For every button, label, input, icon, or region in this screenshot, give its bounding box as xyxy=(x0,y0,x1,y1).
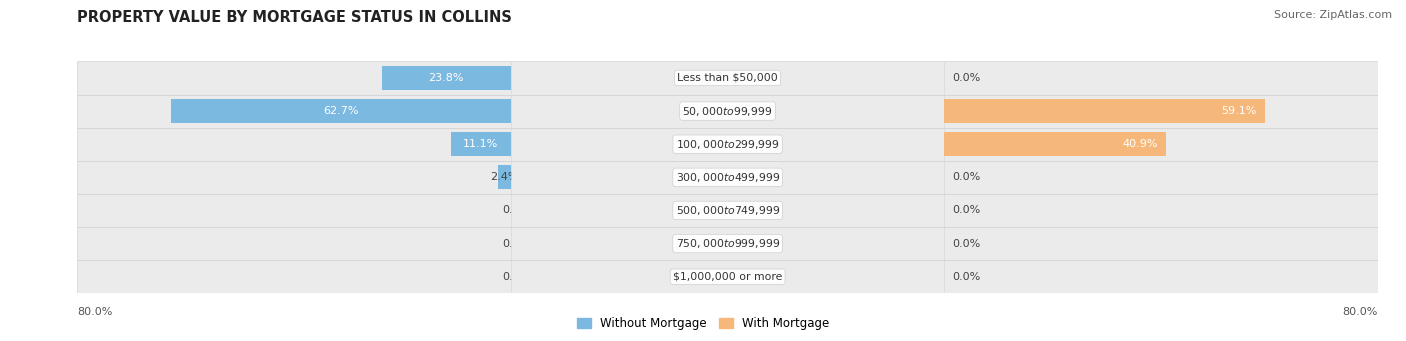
Bar xyxy=(945,128,1378,161)
Bar xyxy=(945,227,1378,260)
Text: Less than $50,000: Less than $50,000 xyxy=(678,73,778,83)
Bar xyxy=(510,194,945,227)
Bar xyxy=(510,61,945,94)
Bar xyxy=(382,66,510,90)
Text: 0.0%: 0.0% xyxy=(952,272,981,282)
Text: 0.0%: 0.0% xyxy=(952,73,981,83)
Legend: Without Mortgage, With Mortgage: Without Mortgage, With Mortgage xyxy=(572,313,834,335)
Bar xyxy=(510,94,945,128)
Bar xyxy=(945,99,1264,123)
Bar xyxy=(510,128,945,161)
Text: Source: ZipAtlas.com: Source: ZipAtlas.com xyxy=(1274,10,1392,20)
Text: 0.0%: 0.0% xyxy=(952,239,981,249)
Text: PROPERTY VALUE BY MORTGAGE STATUS IN COLLINS: PROPERTY VALUE BY MORTGAGE STATUS IN COL… xyxy=(77,10,512,25)
Bar xyxy=(945,161,1378,194)
Bar xyxy=(510,227,945,260)
Text: 80.0%: 80.0% xyxy=(1343,307,1378,317)
Bar xyxy=(451,132,510,156)
Text: 62.7%: 62.7% xyxy=(323,106,359,116)
Bar xyxy=(510,161,945,194)
Text: 0.0%: 0.0% xyxy=(503,239,531,249)
Text: $1,000,000 or more: $1,000,000 or more xyxy=(673,272,782,282)
Text: $300,000 to $499,999: $300,000 to $499,999 xyxy=(675,171,780,184)
Text: 0.0%: 0.0% xyxy=(503,272,531,282)
Bar xyxy=(77,161,510,194)
Bar xyxy=(77,94,510,128)
Text: $500,000 to $749,999: $500,000 to $749,999 xyxy=(675,204,780,217)
Bar xyxy=(77,260,510,293)
Text: $50,000 to $99,999: $50,000 to $99,999 xyxy=(682,105,773,118)
Bar xyxy=(77,128,510,161)
Text: 80.0%: 80.0% xyxy=(77,307,112,317)
Text: 0.0%: 0.0% xyxy=(952,172,981,182)
Bar xyxy=(77,227,510,260)
Bar xyxy=(945,61,1378,94)
Bar xyxy=(945,194,1378,227)
Text: 2.4%: 2.4% xyxy=(489,172,519,182)
Text: 0.0%: 0.0% xyxy=(503,205,531,216)
Bar xyxy=(498,165,510,189)
Bar xyxy=(77,194,510,227)
Text: 59.1%: 59.1% xyxy=(1222,106,1257,116)
Bar xyxy=(945,94,1378,128)
Bar xyxy=(945,260,1378,293)
Text: 23.8%: 23.8% xyxy=(429,73,464,83)
Text: $100,000 to $299,999: $100,000 to $299,999 xyxy=(676,138,779,151)
Bar xyxy=(510,260,945,293)
Bar xyxy=(172,99,510,123)
Text: $750,000 to $999,999: $750,000 to $999,999 xyxy=(675,237,780,250)
Text: 40.9%: 40.9% xyxy=(1122,139,1159,149)
Bar xyxy=(945,132,1166,156)
Text: 11.1%: 11.1% xyxy=(463,139,498,149)
Bar xyxy=(77,61,510,94)
Text: 0.0%: 0.0% xyxy=(952,205,981,216)
